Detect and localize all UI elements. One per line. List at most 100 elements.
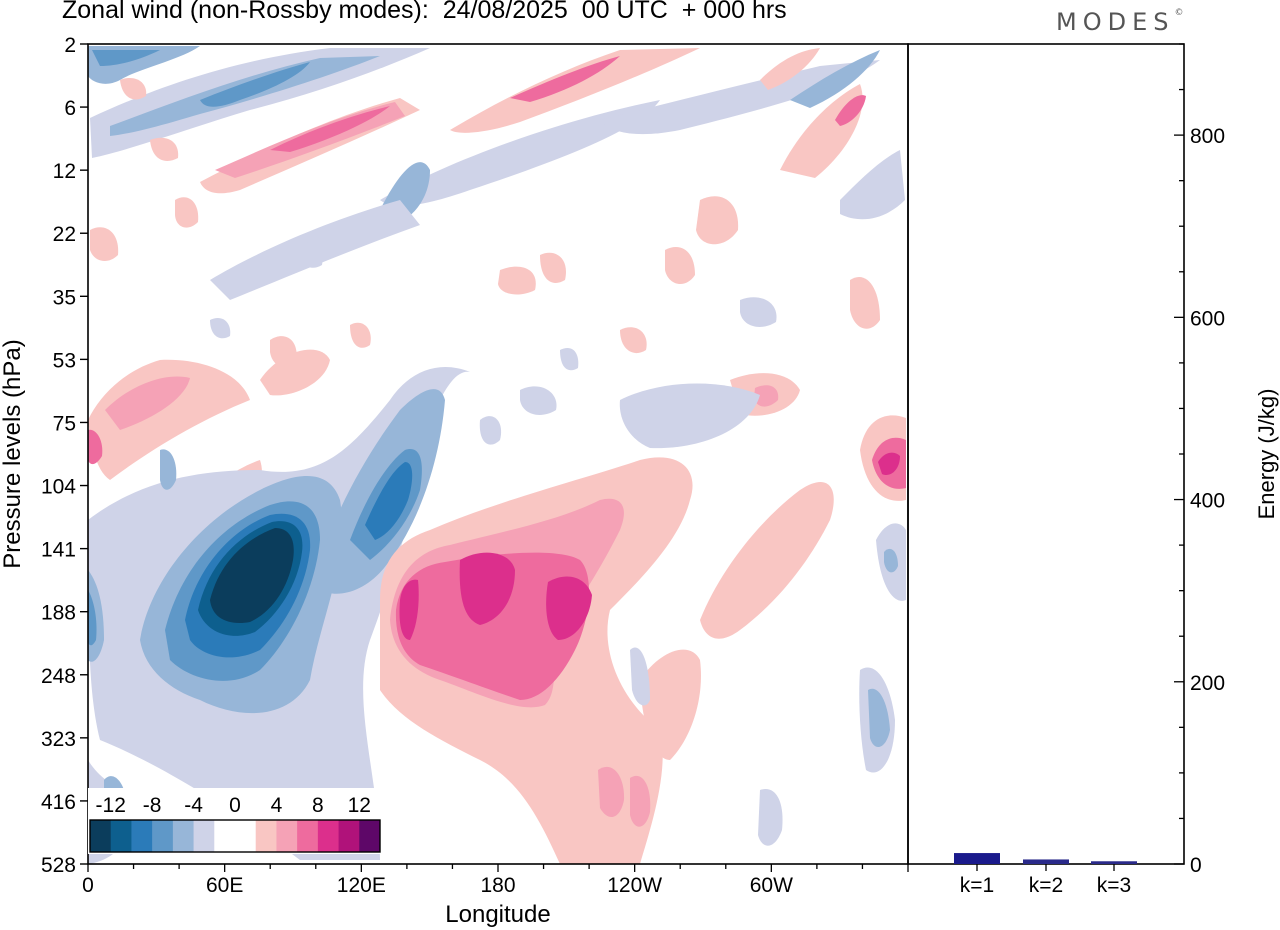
y-tick-label: 141 [41,539,76,562]
blob-strat-blue-6 [790,50,880,108]
blob-mid-pink-2 [105,376,190,430]
blob-strat-pink-6 [780,84,863,178]
blob-mid-pink-1 [88,359,250,480]
energy-bar [954,853,1000,864]
blob-strat-blue-4 [200,62,310,107]
colorbar-swatch [359,820,381,852]
y-tick-label: 35 [53,286,76,309]
blob-east-blue-1 [868,688,890,748]
blob-small-9 [300,242,323,268]
blob-east-blue-2 [884,548,898,573]
blob-small-15 [120,77,147,100]
blob-east-pink-2 [700,481,834,639]
blob-east-lav-1 [630,647,650,706]
colorbar-swatch [110,820,132,852]
energy-category-label: k=1 [960,874,994,897]
blob-small-16 [150,137,179,161]
y-tick-label: 75 [53,412,76,435]
blob-east-pink-7 [459,552,515,625]
colorbar-swatch [255,820,277,852]
colorbar-label: -8 [143,794,162,817]
y-tick-label: 528 [41,854,76,877]
blob-east-pink-6 [399,579,419,640]
colorbar-swatch [172,820,194,852]
y-tick-label: 188 [41,602,76,625]
blob-strat-lav-1 [90,48,430,158]
blob-small-11 [740,297,777,327]
x-axis-label: Longitude [445,901,550,928]
blob-small-13 [560,348,579,371]
colorbar-swatch [193,820,215,852]
colorbar-swatch [152,820,174,852]
y-tick-label: 53 [53,349,76,372]
energy-tick-label: 0 [1190,854,1202,877]
blob-mid-pink-6 [878,452,900,476]
energy-bar [1023,859,1069,864]
y-tick-label: 323 [41,728,76,751]
colorbar-swatch [131,820,153,852]
blob-strat-blue-2 [92,50,160,66]
blob-strat-pink-7 [835,95,866,126]
energy-frame [907,43,1185,865]
colorbar-swatch [276,820,298,852]
y-tick-label: 416 [41,791,76,814]
energy-category-label: k=2 [1029,874,1063,897]
energy-tick-label: 200 [1190,672,1225,695]
energy-tick-label: 400 [1190,490,1225,513]
colorbar-swatch [235,820,257,852]
blob-strat-pink-3 [270,106,390,152]
energy-bar [1091,861,1137,864]
energy-bar-chart: 0 200 400 600 800 k=1 k=2 k=3 [954,43,1225,897]
blob-small-7 [175,197,199,228]
blob-west-blue-2 [88,590,97,646]
blob-small-14 [479,416,502,445]
x-tick-label: 180 [480,874,515,897]
colorbar-label: 0 [229,794,241,817]
colorbar-frame [89,819,381,853]
blob-small-3 [540,252,566,283]
blob-east-pink-5 [395,552,590,700]
x-tick-label: 120W [607,874,662,897]
blob-small-18 [350,322,371,348]
colorbar-swatch [214,820,236,852]
blob-strat-lav-2 [380,100,660,206]
energy-tick-label: 600 [1190,307,1225,330]
heatmap-field [88,44,908,864]
colorbar-label: -12 [96,794,126,817]
y-tick-label: 248 [41,665,76,688]
blob-west-blue-3 [160,449,177,490]
blob-east-pink-10 [630,775,651,827]
blob-small-12 [210,317,231,339]
colorbar-label: 12 [348,794,371,817]
blob-jet-core [210,528,294,624]
longitude-axis: 0 60E 120E 180 120W 60W [82,864,909,897]
y-axis-label: Pressure levels (hPa) [0,339,26,568]
colorbar-swatch [317,820,339,852]
chart-title: Zonal wind (non-Rossby modes): 24/08/202… [62,0,787,24]
x-tick-label: 60E [206,874,243,897]
x-tick-label: 120E [337,874,386,897]
blob-strat-lav-5 [840,150,905,220]
colorbar-swatch [338,820,360,852]
x-tick-label: 0 [82,874,94,897]
blob-small-17 [620,327,647,354]
blob-jet-blue-6 [365,462,413,540]
blob-small-2 [498,266,536,295]
y-tick-label: 22 [53,223,76,246]
modes-logo: MODES© [1056,8,1184,36]
blob-small-5 [850,276,880,329]
blob-small-6 [90,227,119,262]
blob-east-lav-4 [758,789,783,846]
blob-strat-lav-4 [600,60,880,135]
pressure-axis: 2 6 12 22 35 53 75 104 141 188 248 323 416 528 [41,34,88,877]
blob-east-pink-3 [640,649,701,760]
colorbar-legend: -12 -8 -4 0 4 8 12 [88,788,382,854]
blob-strat-pink-4 [450,48,700,133]
blob-mid-pink-8 [754,385,779,407]
colorbar-label: 8 [312,794,324,817]
energy-axis-label: Energy (J/kg) [1254,389,1279,520]
energy-tick-label: 800 [1190,125,1225,148]
colorbar-swatch [297,820,319,852]
blob-east-pink-8 [546,576,592,640]
